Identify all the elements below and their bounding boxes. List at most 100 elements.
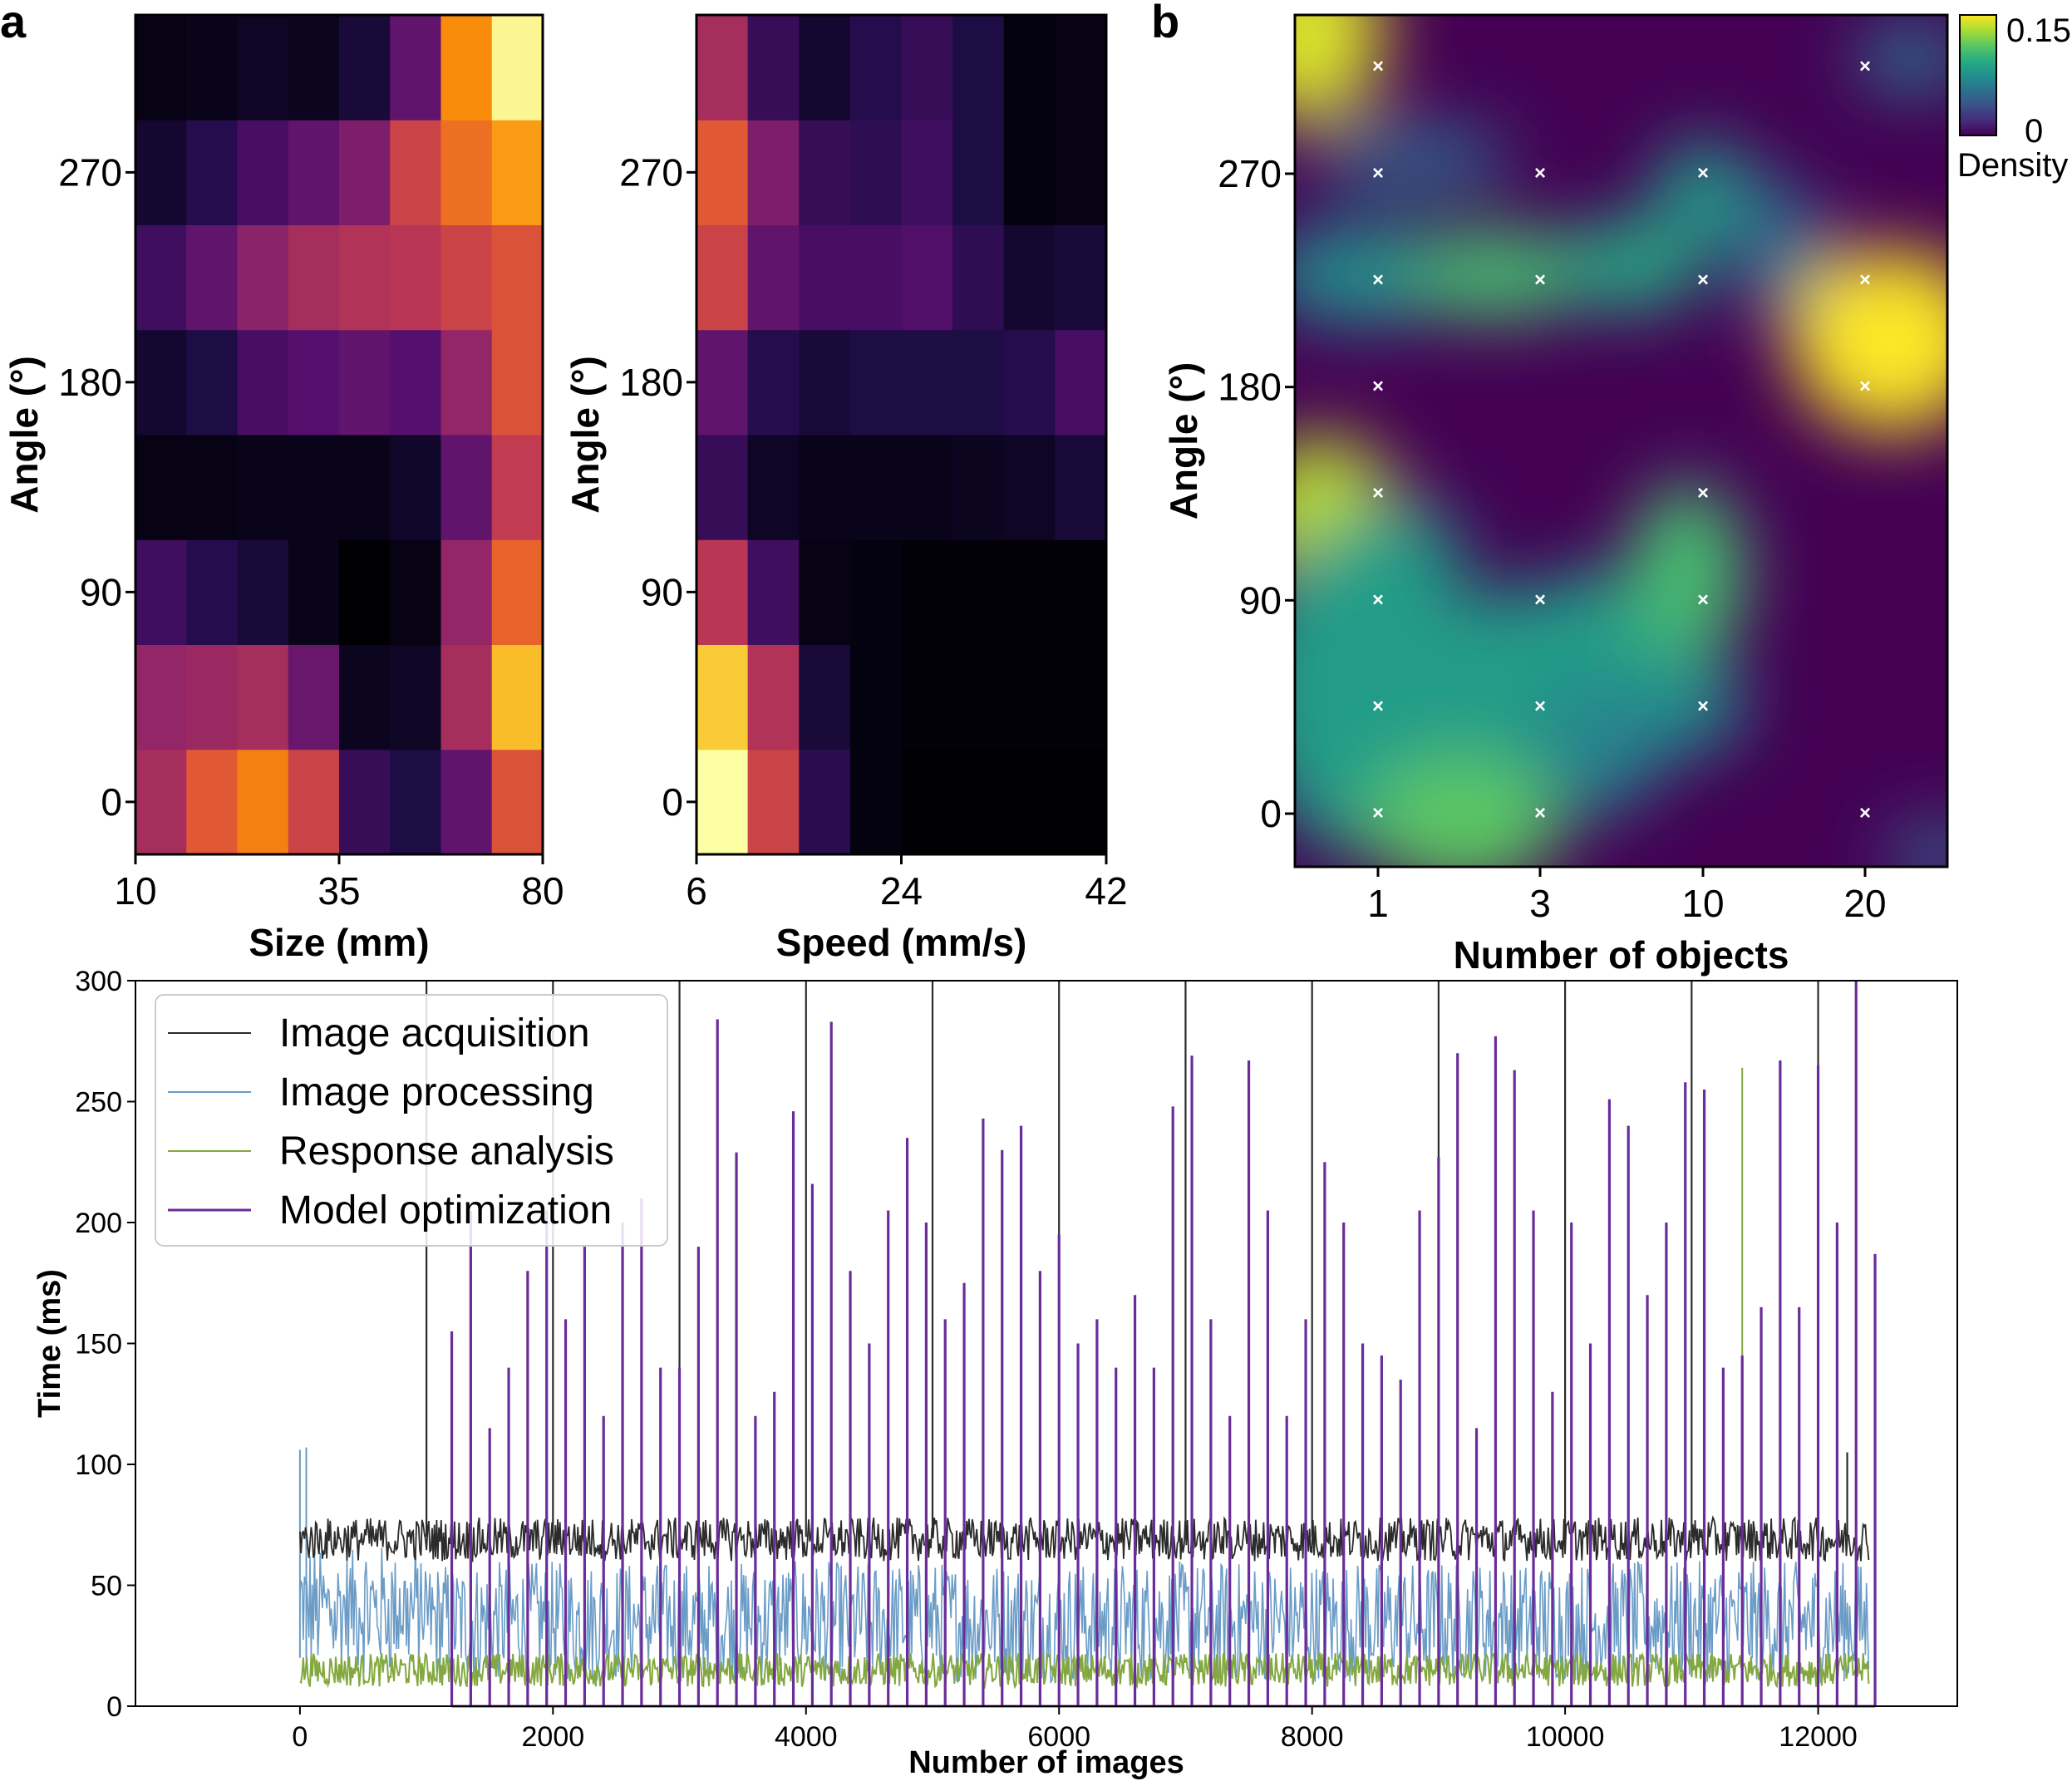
legend-box (155, 994, 668, 1247)
density-sample-marker-6: × (1372, 162, 1384, 185)
heatmap1-cell-r1-c2 (237, 644, 289, 750)
heatmap2-cell-r4-c1 (747, 329, 800, 435)
heatmap1-cell-r2-c3 (288, 539, 340, 645)
heatmap1-cell-r1-c5 (390, 644, 441, 750)
colorbar-max-label: 0.15 (2006, 12, 2071, 49)
heatmap1-cell-r7-c3 (288, 15, 340, 121)
heatmap1-cell-r0-c7 (491, 749, 544, 855)
density-sample-marker-4: × (1372, 376, 1384, 398)
legend-label-2: Response analysis (279, 1129, 614, 1173)
heatmap2-cell-r2-c0 (696, 539, 749, 645)
heatmap2-cell-r6-c2 (799, 120, 851, 225)
density-blob-6 (1729, 183, 1828, 316)
heatmap1-cell-r6-c3 (288, 120, 340, 225)
heatmap-speed-vs-angle: 0 90 180 270 6 24 42 Speed (mm/s) Angle (°) (564, 13, 1128, 964)
heatmap2-cell-r7-c5 (952, 15, 1005, 121)
timing-xtick-label: 12000 (1779, 1721, 1858, 1753)
heatmap2-cell-r0-c1 (747, 749, 800, 855)
timing-xtick-label: 2000 (522, 1721, 585, 1753)
heatmap1-cell-r3-c2 (237, 435, 289, 540)
heatmap2-cell-r6-c1 (747, 120, 800, 225)
heatmap2-cell-r3-c2 (799, 435, 851, 540)
heatmap2-cell-r2-c6 (1003, 539, 1056, 645)
density-blob-4 (1554, 220, 1704, 312)
timing-ytick-label: 300 (75, 966, 122, 997)
density-sample-marker-9: × (1534, 696, 1546, 718)
timing-xtick-label: 4000 (775, 1721, 838, 1753)
heatmap1-cell-r7-c5 (390, 15, 441, 121)
heatmap1-cell-r4-c0 (135, 329, 187, 435)
heatmap1-cell-r4-c3 (288, 329, 340, 435)
density-ytick-label: 0 (1260, 792, 1282, 835)
heatmap2-cell-r1-c2 (799, 644, 851, 750)
heatmap1-cell-r0-c2 (237, 749, 289, 855)
heatmap1-cell-r3-c1 (186, 435, 238, 540)
density-sample-marker-5: × (1372, 268, 1384, 291)
heatmap2-cell-r1-c6 (1003, 644, 1056, 750)
series-image-acquisition-line (299, 1515, 1870, 1563)
heatmap1-cell-r0-c1 (186, 749, 238, 855)
timing-line-chart: 0 2000 4000 6000 8000 10000 12000 0 50 100 150 200 2… (32, 966, 1958, 1780)
heatmap2-cell-r4-c5 (952, 329, 1005, 435)
heatmap1-cell-r3-c4 (339, 435, 391, 540)
heatmap2-cell-r3-c7 (1055, 435, 1107, 540)
heatmap2-cell-r2-c1 (747, 539, 800, 645)
legend-label-1: Image processing (279, 1070, 594, 1114)
heatmap2-cell-r0-c3 (849, 749, 902, 855)
heatmap2-cell-r3-c3 (849, 435, 902, 540)
density-blobs (1295, 15, 1947, 867)
heatmap2-cell-r0-c4 (901, 749, 953, 855)
heatmap1-cell-r7-c4 (339, 15, 391, 121)
timing-ylabel: Time (ms) (32, 1269, 67, 1418)
timing-ytick-label: 50 (91, 1571, 122, 1602)
heatmap1-cell-r3-c0 (135, 435, 187, 540)
heatmap1-ytick-label: 90 (80, 570, 122, 613)
heatmap2-cell-r3-c4 (901, 435, 953, 540)
heatmap2-xtick-label: 6 (686, 869, 707, 913)
heatmap1-cell-r6-c7 (491, 120, 544, 225)
heatmap1-cell-r3-c7 (491, 435, 544, 540)
heatmap2-xlabel: Speed (mm/s) (776, 921, 1027, 964)
heatmap2-cell-r5-c5 (952, 224, 1005, 331)
density-xtick-label: 1 (1367, 882, 1389, 925)
heatmap1-cell-r2-c7 (491, 539, 544, 645)
heatmap1-cell-r6-c2 (237, 120, 289, 225)
heatmap2-cell-r7-c6 (1003, 15, 1056, 121)
heatmap1-cell-r2-c2 (237, 539, 289, 645)
heatmap2-cell-r4-c2 (799, 329, 851, 435)
heatmap1-cell-r6-c1 (186, 120, 238, 225)
heatmap1-cell-r7-c7 (491, 15, 544, 121)
heatmap1-cell-r0-c5 (390, 749, 441, 855)
heatmap1-cell-r5-c3 (288, 224, 340, 331)
heatmap1-cell-r5-c0 (135, 224, 187, 331)
heatmap1-cell-r6-c4 (339, 120, 391, 225)
heatmap2-cell-r2-c7 (1055, 539, 1107, 645)
density-sample-marker-1: × (1372, 696, 1384, 718)
heatmap2-cell-r3-c6 (1003, 435, 1056, 540)
heatmap2-cell-r0-c5 (952, 749, 1005, 855)
heatmap2-ytick-label: 90 (641, 570, 683, 613)
heatmap2-cell-r4-c0 (696, 329, 749, 435)
heatmap2-cell-r5-c7 (1055, 224, 1107, 331)
heatmap1-cell-r2-c5 (390, 539, 441, 645)
heatmap2-xtick-label: 24 (880, 869, 923, 913)
heatmap2-cell-r6-c0 (696, 120, 749, 225)
density-sample-marker-12: × (1534, 162, 1546, 185)
heatmap2-ytick-label: 0 (662, 780, 683, 824)
heatmap1-cell-r0-c0 (135, 749, 187, 855)
heatmap1-cell-r0-c3 (288, 749, 340, 855)
density-blob-7 (1791, 249, 1947, 432)
heatmap1-cell-r5-c6 (440, 224, 493, 331)
heatmap2-cell-r4-c3 (849, 329, 902, 435)
density-blob-0 (1295, 15, 1384, 125)
heatmap2-cell-r7-c3 (849, 15, 902, 121)
heatmap2-cell-r1-c4 (901, 644, 953, 750)
density-sample-marker-3: × (1372, 482, 1384, 504)
density-sample-marker-7: × (1372, 56, 1384, 78)
heatmap2-ytick-label: 180 (619, 361, 683, 404)
heatmap2-cell-r0-c7 (1055, 749, 1107, 855)
density-sample-marker-2: × (1372, 588, 1384, 611)
density-sample-marker-11: × (1534, 268, 1546, 291)
heatmap1-cell-r3-c6 (440, 435, 493, 540)
heatmap2-cell-r5-c3 (849, 224, 902, 331)
